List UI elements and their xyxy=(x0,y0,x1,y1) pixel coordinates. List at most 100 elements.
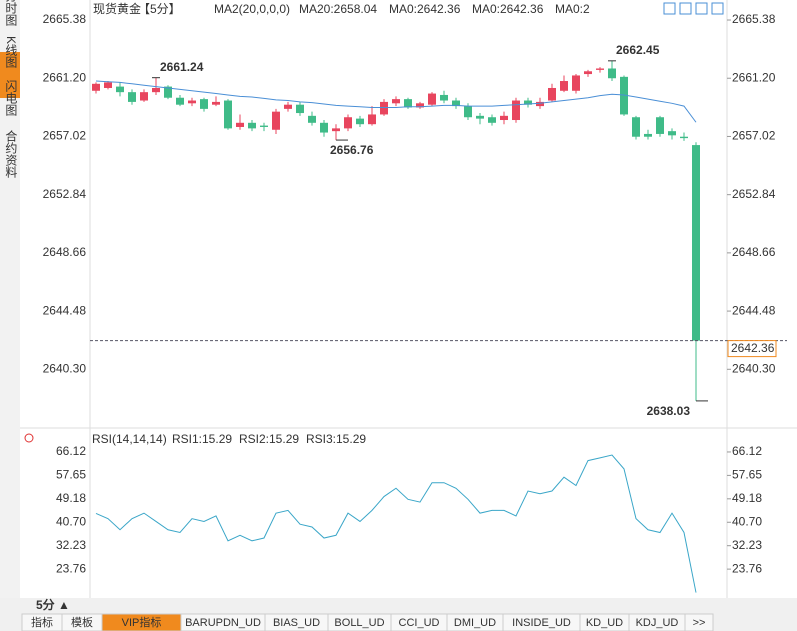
y-tick-label-right: 2665.38 xyxy=(732,12,776,26)
tab-bg[interactable] xyxy=(684,613,714,631)
rsi-name: RSI(14,14,14) xyxy=(92,432,167,446)
candle-body xyxy=(560,81,568,91)
candle-body xyxy=(632,117,640,137)
candle-body xyxy=(128,92,136,102)
y-tick-label: 2665.38 xyxy=(43,12,87,26)
candle-body xyxy=(404,99,412,108)
candle-body xyxy=(488,117,496,123)
candle-body xyxy=(524,100,532,105)
y-tick-label: 2652.84 xyxy=(43,187,87,201)
high-label: 2661.24 xyxy=(160,60,204,74)
tab[interactable]: KDJ_UD xyxy=(636,617,679,629)
candle-body xyxy=(248,122,256,129)
icon[interactable] xyxy=(711,2,724,15)
candle-body xyxy=(464,106,472,118)
y-tick-label: 2640.30 xyxy=(43,361,87,375)
candle-body xyxy=(344,117,352,129)
candle-body xyxy=(296,104,304,114)
tab[interactable]: >> xyxy=(693,617,706,629)
candle-body xyxy=(512,100,520,121)
tab[interactable]: DMI_UD xyxy=(454,617,496,629)
candle-body xyxy=(284,104,292,109)
candle-body xyxy=(500,115,508,121)
low-label: 2656.76 xyxy=(330,143,374,157)
legend-ma_setting: MA2(20,0,0,0) xyxy=(214,2,290,16)
y-tick-label: 32.23 xyxy=(56,538,86,552)
candle-body xyxy=(428,93,436,105)
candle-body xyxy=(536,101,544,107)
candle-body xyxy=(188,100,196,104)
active-tab xyxy=(0,52,20,98)
y-tick-label: 23.76 xyxy=(56,561,86,575)
candle-body xyxy=(176,97,184,105)
sidebar-tab[interactable]: 分时图 xyxy=(4,0,18,26)
tab[interactable]: BOLL_UD xyxy=(334,617,384,629)
candle-body xyxy=(680,136,688,139)
y-tick-label: 66.12 xyxy=(56,444,86,458)
y-tick-label-right: 2652.84 xyxy=(732,187,776,201)
y-tick-label: 2661.20 xyxy=(43,70,87,84)
y-tick-label: 40.70 xyxy=(56,514,86,528)
candle-body xyxy=(212,101,220,105)
legend-ma0c: MA0:2 xyxy=(555,2,590,16)
candle-body xyxy=(668,131,676,136)
legend-name: 现货黄金 xyxy=(93,1,141,16)
settings-icon[interactable] xyxy=(24,433,34,443)
candle-body xyxy=(140,92,148,101)
icon[interactable] xyxy=(679,2,692,15)
y-tick-label-right: 49.18 xyxy=(732,491,762,505)
y-tick-label-right: 2657.02 xyxy=(732,129,776,143)
period-select[interactable]: 5分 ▲ xyxy=(36,597,70,612)
sidebar-tab[interactable]: K线图 xyxy=(4,36,18,68)
y-tick-label-right: 2640.30 xyxy=(732,361,776,375)
y-tick-label-right: 2648.66 xyxy=(732,245,776,259)
candle-body xyxy=(380,101,388,115)
tab[interactable]: CCI_UD xyxy=(399,617,440,629)
tab[interactable]: 模板 xyxy=(71,615,93,629)
tab[interactable]: VIP指标 xyxy=(122,615,162,629)
y-tick-label: 57.65 xyxy=(56,468,86,482)
y-tick-label-right: 66.12 xyxy=(732,444,762,458)
candle-body xyxy=(152,87,160,93)
candle-body xyxy=(116,86,124,93)
y-tick-label: 2657.02 xyxy=(43,129,87,143)
tab[interactable]: KD_UD xyxy=(586,617,623,629)
toolbar-icons xyxy=(663,2,724,15)
candle-body xyxy=(608,68,616,79)
candle-body xyxy=(272,111,280,130)
sidebar-tab[interactable]: 合约资料 xyxy=(4,129,18,178)
candle-body xyxy=(356,118,364,125)
candle-body xyxy=(644,133,652,137)
tab[interactable]: 指标 xyxy=(31,615,53,629)
tab[interactable]: BARUPDN_UD xyxy=(185,617,261,629)
icon[interactable] xyxy=(695,2,708,15)
candle-body xyxy=(692,145,700,341)
sidebar xyxy=(0,0,20,598)
sidebar-tab[interactable]: 闪电图 xyxy=(4,80,18,116)
candle-body xyxy=(452,100,460,107)
candle-body xyxy=(320,122,328,133)
candle-body xyxy=(572,75,580,91)
rsi-line xyxy=(95,454,697,593)
candle-body xyxy=(164,86,172,98)
candle-body xyxy=(476,115,484,119)
candle-body xyxy=(236,122,244,127)
candle-body xyxy=(224,100,232,129)
y-tick-label-right: 2661.20 xyxy=(732,70,776,84)
y-tick-label-right: 23.76 xyxy=(732,561,762,575)
candle-body xyxy=(92,83,100,91)
legend-period: 【5分】 xyxy=(138,2,181,16)
y-tick-label: 2648.66 xyxy=(43,245,87,259)
y-tick-label-right: 32.23 xyxy=(732,538,762,552)
icon[interactable] xyxy=(663,2,676,15)
tab[interactable]: BIAS_UD xyxy=(273,617,320,629)
last-price-box xyxy=(727,340,777,358)
candle-body xyxy=(392,99,400,104)
y-tick-label: 49.18 xyxy=(56,491,86,505)
candle-body xyxy=(656,117,664,134)
candle-body xyxy=(260,125,268,127)
tab[interactable]: INSIDE_UD xyxy=(512,617,571,629)
candle-body xyxy=(308,115,316,123)
